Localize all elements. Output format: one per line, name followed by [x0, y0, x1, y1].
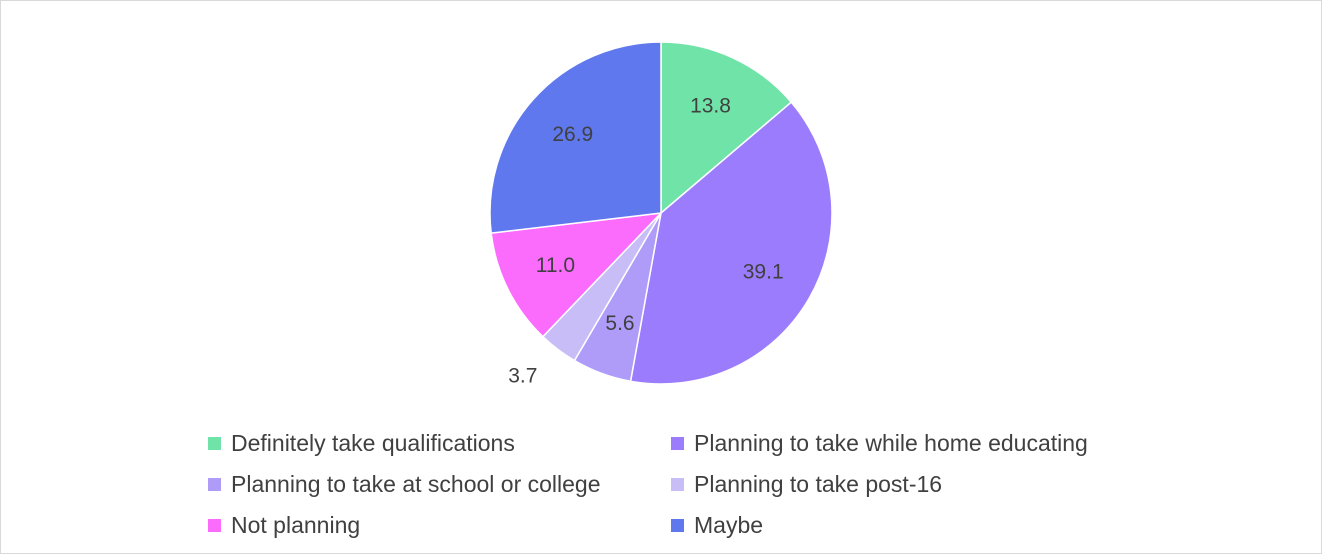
- legend-item-planning-post-16: Planning to take post-16: [671, 469, 942, 499]
- legend-item-definitely-take-qualifications: Definitely take qualifications: [208, 428, 515, 458]
- pie-slice-maybe: [489, 41, 662, 234]
- legend-label: Planning to take while home educating: [694, 429, 1088, 456]
- data-label-not-planning: 11.0: [536, 254, 575, 277]
- legend-swatch: [671, 518, 684, 532]
- legend-label: Not planning: [231, 511, 361, 538]
- legend-label: Planning to take at school or college: [231, 470, 601, 497]
- pie-slice-definitely-take-qualifications: [660, 41, 793, 215]
- pie-data-labels: 13.8 39.1 5.6 3.7 11.0 26.9: [508, 94, 783, 387]
- pie-slices: [489, 41, 833, 385]
- legend-item-maybe: Maybe: [671, 510, 763, 540]
- data-label-planning-to-take-while-home-educating: 39.1: [743, 260, 784, 283]
- legend-swatch: [671, 477, 684, 491]
- pie-slice-planning-to-take-while-home-educating: [629, 101, 833, 385]
- legend-label: Definitely take qualifications: [231, 429, 515, 456]
- legend-item-not-planning: Not planning: [208, 510, 360, 540]
- data-label-planning-to-take-post-16: 3.7: [508, 365, 537, 388]
- legend-label: Maybe: [694, 511, 764, 538]
- legend-item-planning-home-educating: Planning to take while home educating: [671, 428, 1088, 458]
- legend-swatch: [208, 518, 221, 532]
- legend-item-planning-school-college: Planning to take at school or college: [208, 469, 601, 499]
- legend-swatch: [671, 436, 684, 450]
- data-label-maybe: 26.9: [552, 123, 593, 146]
- pie-slice-not-planning: [490, 212, 663, 338]
- pie-chart: 13.8 39.1 5.6 3.7 11.0 26.9: [489, 41, 833, 388]
- legend-swatch: [208, 436, 221, 450]
- data-label-definitely-take-qualifications: 13.8: [690, 94, 731, 117]
- data-label-planning-to-take-at-school-or-college: 5.6: [605, 312, 634, 335]
- legend-swatch: [208, 477, 221, 491]
- legend-label: Planning to take post-16: [694, 470, 943, 497]
